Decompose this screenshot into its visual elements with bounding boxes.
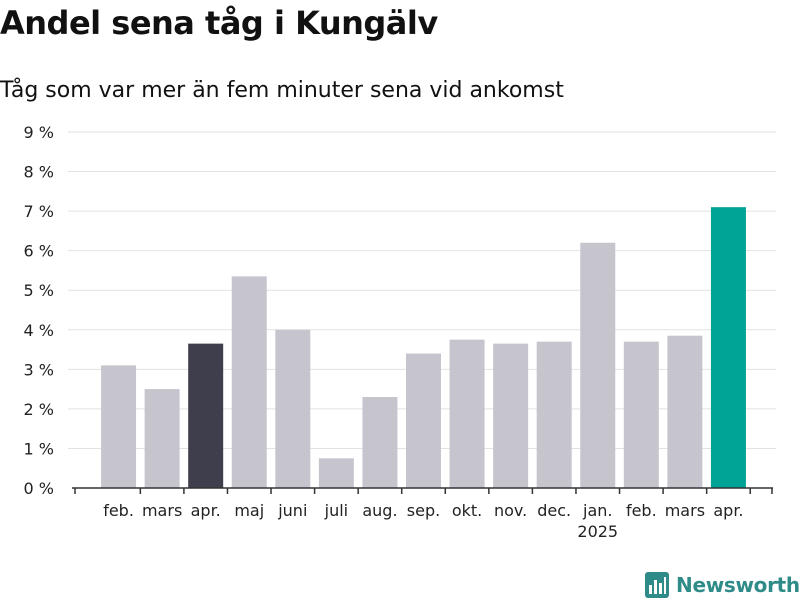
y-tick-label: 2 % (24, 400, 54, 419)
bar (449, 339, 485, 488)
newsworthy-logo-icon (645, 572, 669, 598)
bar (275, 329, 311, 488)
bar (362, 397, 398, 488)
x-tick-label: apr. (713, 501, 743, 520)
x-tick-label: apr. (191, 501, 221, 520)
bar (667, 335, 703, 488)
y-tick-label: 7 % (24, 202, 54, 221)
chart-subtitle: Tåg som var mer än fem minuter sena vid … (0, 78, 564, 103)
bar (580, 242, 616, 488)
bar (493, 343, 529, 488)
x-year-label: 2025 (577, 522, 618, 541)
y-tick-label: 1 % (24, 439, 54, 458)
y-tick-label: 4 % (24, 321, 54, 340)
y-tick-label: 3 % (24, 360, 54, 379)
brand-name: Newsworthy (676, 573, 800, 597)
bar (623, 341, 659, 488)
x-tick-label: mars (665, 501, 705, 520)
bar (231, 276, 267, 488)
y-tick-label: 8 % (24, 163, 54, 182)
x-tick-label: nov. (494, 501, 527, 520)
y-tick-label: 9 % (24, 123, 54, 142)
bar (536, 341, 572, 488)
bar (144, 389, 180, 488)
bar (710, 207, 746, 488)
x-tick-label: okt. (452, 501, 482, 520)
brand-logo: Newsworthy (644, 570, 800, 600)
bar (318, 458, 354, 488)
x-tick-label: juli (324, 501, 348, 520)
bar (188, 343, 224, 488)
x-tick-label: feb. (103, 501, 134, 520)
chart-title: Andel sena tåg i Kungälv (0, 4, 438, 42)
y-tick-label: 6 % (24, 242, 54, 261)
x-tick-label: jan. (582, 501, 612, 520)
x-tick-label: maj (234, 501, 264, 520)
bar (101, 365, 137, 488)
x-tick-label: aug. (362, 501, 397, 520)
x-tick-label: juni (277, 501, 307, 520)
y-tick-label: 5 % (24, 281, 54, 300)
x-tick-label: sep. (407, 501, 440, 520)
x-tick-label: dec. (537, 501, 571, 520)
x-tick-label: feb. (626, 501, 657, 520)
x-tick-label: mars (142, 501, 182, 520)
bar (406, 353, 441, 488)
y-tick-label: 0 % (24, 479, 54, 498)
